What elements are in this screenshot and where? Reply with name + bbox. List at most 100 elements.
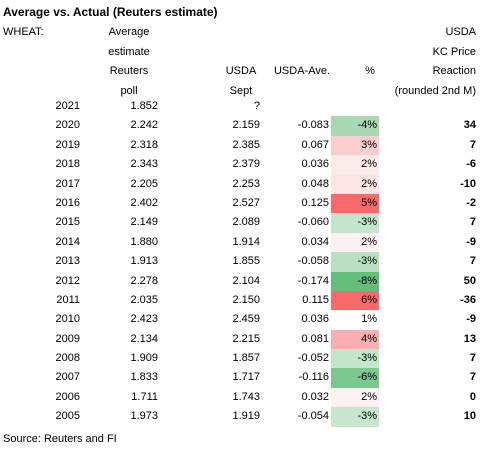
kc-price-reaction-cell: 10	[463, 410, 476, 423]
average-estimate-cell: 2.278	[130, 274, 158, 287]
usda-sept-cell: 2.150	[232, 293, 260, 306]
usda-minus-average-cell: 0.125	[301, 196, 329, 209]
table-row: 2013 1.913 1.855 -0.058 -3% 7	[0, 252, 481, 272]
kc-price-reaction-cell: 34	[463, 119, 476, 132]
year-cell: 2021	[55, 100, 80, 112]
year-cell: 2005	[55, 410, 80, 423]
usda-minus-average-cell: -0.174	[297, 274, 329, 287]
table-row: 2006 1.711 1.743 0.032 2% 0	[0, 387, 481, 408]
kc-price-reaction-cell: -10	[460, 177, 476, 190]
table-title: Average vs. Actual (Reuters estimate)	[3, 5, 218, 19]
kc-price-reaction-cell: 7	[469, 216, 476, 229]
usda-minus-average-cell: -0.083	[297, 119, 329, 132]
table-row: 2012 2.278 2.104 -0.174 -8% 50	[0, 271, 481, 291]
usda-sept-cell: 1.855	[232, 255, 260, 268]
usda-minus-average-cell: -0.060	[297, 216, 329, 229]
kc-price-reaction-cell: 0	[469, 390, 476, 403]
usda-minus-average-cell: 0.081	[301, 332, 329, 345]
average-estimate-cell: 2.149	[130, 216, 158, 229]
kc-price-reaction-cell	[420, 97, 476, 116]
year-cell: 2008	[55, 352, 80, 365]
average-estimate-cell: 2.242	[130, 119, 158, 132]
kc-header-line-4: (rounded 2nd M)	[394, 85, 476, 97]
table-row: 2015 2.149 2.089 -0.060 -3% 7	[0, 213, 481, 233]
usda-sept-cell: 2.459	[232, 313, 260, 326]
usda-sept-cell: 1.919	[232, 410, 260, 423]
kc-price-reaction-cell: 7	[469, 371, 476, 384]
usda-minus-average-cell: 0.036	[301, 158, 329, 171]
usda-sept-cell: 2.385	[232, 138, 260, 151]
usda-minus-average-cell: -0.058	[297, 255, 329, 268]
table-row: 2014 1.880 1.914 0.034 2% -9	[0, 232, 481, 253]
usda-sept-cell: 2.527	[232, 196, 260, 209]
average-estimate-cell: 1.909	[130, 352, 158, 365]
usda-sept-cell: 1.743	[232, 390, 260, 403]
usda-sept-cell: 2.089	[232, 216, 260, 229]
table-row: 2018 2.343 2.379 0.036 2% -6	[0, 155, 481, 175]
table-row: 2016 2.402 2.527 0.125 5% -2	[0, 193, 481, 214]
usda-sept-cell: 2.159	[232, 119, 260, 132]
average-estimate-cell: 1.833	[130, 371, 158, 384]
year-cell: 2019	[55, 138, 80, 151]
percent-cell: 4%	[331, 329, 379, 350]
year-cell: 2006	[55, 390, 80, 403]
percent-cell: 5%	[331, 193, 379, 214]
table-row: 2020 2.242 2.159 -0.083 -4% 34	[0, 116, 481, 136]
avg-header-line-2: estimate	[108, 46, 150, 58]
usda-minus-average-cell: 0.067	[301, 138, 329, 151]
kc-price-reaction-cell: 7	[469, 138, 476, 151]
usda-minus-average-cell: -0.116	[298, 371, 329, 384]
table-row: 2011 2.035 2.150 0.115 6% -36	[0, 290, 481, 311]
average-estimate-cell: 2.205	[130, 177, 158, 190]
table-row: 2008 1.909 1.857 -0.052 -3% 7	[0, 349, 481, 369]
usda-minus-average-cell: 0.036	[301, 313, 329, 326]
percent-cell: 2%	[331, 387, 379, 408]
table-body: 2021 1.852? 2020 2.242 2.159 -0.083 -4% 34 2019 2…	[0, 97, 481, 427]
percent-cell: 1%	[331, 310, 379, 330]
usda-minus-average-cell: 0.032	[301, 390, 329, 403]
percent-cell: 2%	[331, 232, 379, 253]
kc-price-reaction-cell: 7	[469, 352, 476, 365]
kc-price-reaction-cell: 13	[463, 332, 476, 345]
year-cell: 2013	[55, 255, 80, 268]
percent-cell: 6%	[331, 290, 379, 311]
avg-header-line-3: Reuters	[109, 65, 149, 77]
year-cell: 2009	[55, 332, 80, 345]
usda-minus-average-cell: -0.054	[297, 410, 329, 423]
year-cell: 2015	[55, 216, 80, 229]
percent-cell: 2%	[331, 155, 379, 175]
table-row: 2019 2.318 2.385 0.067 3% 7	[0, 135, 481, 156]
year-cell: 2017	[55, 177, 80, 190]
avg-header-line-4: poll	[120, 85, 138, 97]
usda-minus-average-cell: -0.052	[297, 352, 329, 365]
avg-header-line-1: Average	[108, 26, 150, 38]
pct-header: %	[365, 65, 375, 77]
average-estimate-cell: 2.134	[130, 332, 158, 345]
year-cell: 2011	[56, 293, 80, 306]
average-estimate-cell: 1.913	[130, 255, 158, 268]
average-estimate-cell: 1.973	[130, 410, 158, 423]
table-row: 2005 1.973 1.919 -0.054 -3% 10	[0, 407, 481, 427]
average-estimate-cell: 2.402	[130, 196, 158, 209]
kc-price-reaction-cell: -9	[466, 313, 476, 326]
kc-price-reaction-cell: -36	[460, 293, 476, 306]
usda-minus-average-cell: 0.034	[301, 235, 329, 248]
kc-price-reaction-cell: -6	[466, 158, 476, 171]
source-note: Source: Reuters and FI	[3, 433, 117, 445]
year-cell: 2012	[55, 274, 80, 287]
table-row: 2017 2.205 2.253 0.048 2% -10	[0, 174, 481, 194]
table-row: 2007 1.833 1.717 -0.116 -6% 7	[0, 368, 481, 388]
year-cell: 2020	[55, 119, 80, 132]
percent-cell: -3%	[331, 407, 379, 427]
percent-cell: 2%	[331, 174, 379, 194]
kc-header-line-3: Reaction	[432, 65, 476, 77]
percent-cell: -6%	[331, 368, 379, 388]
kc-price-reaction-cell: 50	[463, 274, 476, 287]
kc-price-reaction-cell: -2	[466, 196, 476, 209]
year-cell: 2010	[55, 313, 80, 326]
percent-cell	[331, 97, 379, 116]
usda-header-line-2: Sept	[229, 85, 253, 97]
table-row: 2010 2.423 2.459 0.036 1% -9	[0, 310, 481, 330]
year-cell: 2016	[55, 196, 80, 209]
kc-header-line-1: USDA	[445, 26, 476, 38]
